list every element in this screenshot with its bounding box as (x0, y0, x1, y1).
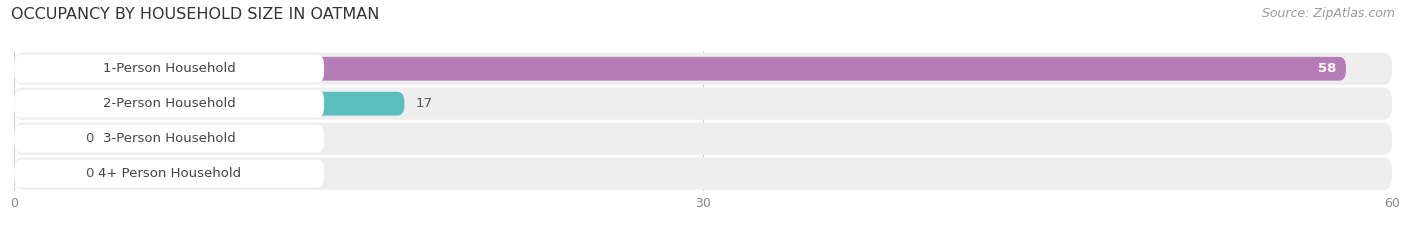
Text: OCCUPANCY BY HOUSEHOLD SIZE IN OATMAN: OCCUPANCY BY HOUSEHOLD SIZE IN OATMAN (11, 7, 380, 22)
FancyBboxPatch shape (14, 158, 1392, 190)
FancyBboxPatch shape (14, 92, 405, 116)
Text: 0: 0 (86, 132, 94, 145)
FancyBboxPatch shape (14, 160, 325, 188)
FancyBboxPatch shape (14, 88, 1392, 120)
Text: 17: 17 (416, 97, 433, 110)
Text: Source: ZipAtlas.com: Source: ZipAtlas.com (1261, 7, 1395, 20)
Text: 4+ Person Household: 4+ Person Household (97, 167, 240, 180)
FancyBboxPatch shape (14, 127, 72, 151)
FancyBboxPatch shape (14, 55, 325, 83)
Text: 3-Person Household: 3-Person Household (103, 132, 235, 145)
Text: 2-Person Household: 2-Person Household (103, 97, 235, 110)
FancyBboxPatch shape (14, 162, 72, 185)
FancyBboxPatch shape (14, 57, 1346, 81)
FancyBboxPatch shape (14, 125, 325, 153)
Text: 58: 58 (1319, 62, 1337, 75)
FancyBboxPatch shape (14, 123, 1392, 155)
FancyBboxPatch shape (14, 90, 325, 118)
Text: 0: 0 (86, 167, 94, 180)
Text: 1-Person Household: 1-Person Household (103, 62, 235, 75)
FancyBboxPatch shape (14, 53, 1392, 85)
